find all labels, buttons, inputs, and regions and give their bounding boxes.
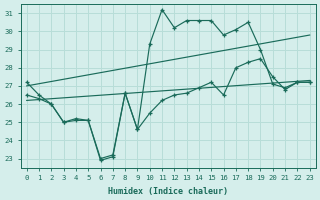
- X-axis label: Humidex (Indice chaleur): Humidex (Indice chaleur): [108, 187, 228, 196]
